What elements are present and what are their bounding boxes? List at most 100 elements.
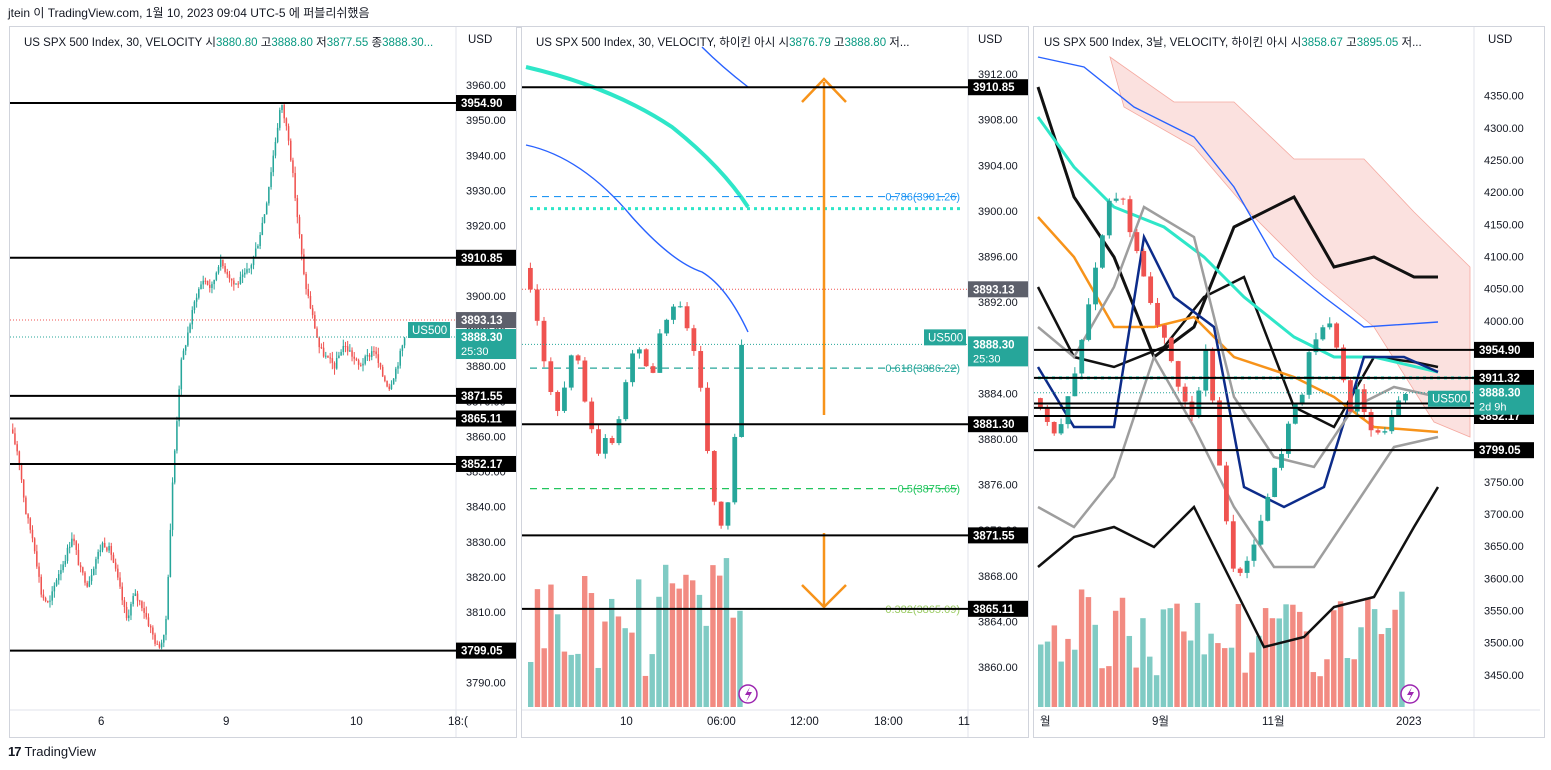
lower-band-line	[1037, 486, 1440, 649]
candle-body	[281, 104, 283, 111]
y-tick-label: 4150.00	[1484, 219, 1524, 231]
candle-body	[198, 289, 200, 298]
candle-body	[568, 355, 574, 388]
volume-bar	[1194, 602, 1201, 707]
legend-low: ...	[899, 37, 910, 49]
candle-body	[248, 268, 250, 270]
level-price-label: 3871.55	[973, 530, 1015, 542]
candle-body	[1100, 235, 1105, 268]
candle-body	[47, 601, 49, 603]
price-tag	[968, 336, 1028, 367]
candle-body	[698, 351, 704, 388]
candle-body	[349, 350, 351, 352]
orange-down-arrowhead	[801, 584, 847, 609]
footer-brand: TradingView	[24, 744, 97, 759]
candle-body	[141, 601, 143, 609]
candle-body	[335, 358, 338, 369]
candle-body	[375, 351, 377, 355]
candle-body	[732, 436, 738, 503]
candle-body	[555, 391, 561, 411]
x-tick-label: 12:00	[790, 716, 819, 728]
candle-body	[128, 615, 130, 619]
y-tick-label: 3830.00	[466, 537, 506, 549]
candle-body	[195, 297, 198, 302]
candle-body	[582, 360, 588, 402]
volume-bar	[602, 621, 608, 707]
volume-bar	[1072, 649, 1078, 707]
candle-body	[237, 283, 239, 285]
candle-body	[163, 634, 165, 643]
volume-bar	[683, 574, 689, 707]
chart-pane-1[interactable]: 3960.00 3950.00 3940.00 3930.00 3920.00 3910.…	[9, 26, 517, 738]
bollinger-lower-line	[1037, 353, 1439, 569]
candle-body	[156, 643, 158, 645]
candle-body	[399, 350, 401, 366]
chart-pane-2[interactable]: 3912.00 3908.00 3904.00 3900.00 3896.00 3892.…	[521, 26, 1029, 738]
candle-body	[228, 274, 231, 279]
candle-body	[1237, 568, 1243, 573]
candle-body	[1058, 424, 1064, 434]
candle-body	[257, 245, 259, 249]
chart-pane-3[interactable]: 4350.00 4300.00 4250.00 4200.00 4150.00 4100.…	[1033, 26, 1545, 738]
candle-body	[1155, 302, 1160, 326]
candle-body	[1079, 339, 1085, 374]
candle-body	[265, 203, 268, 215]
candle-body	[602, 438, 608, 454]
candle-body	[357, 360, 360, 365]
volume-bar	[1290, 604, 1296, 707]
legend-symbol: US SPX 500 Index, 3날, VELOCITY, 하이킨 아시	[1044, 37, 1288, 49]
y-tick-label: 3930.00	[466, 186, 506, 198]
candle-body	[338, 355, 340, 359]
candle-body	[171, 482, 174, 530]
candle-body	[1382, 431, 1388, 433]
publish-caption: jtein 이 TradingView.com, 1월 10, 2023 09:…	[8, 6, 370, 20]
candle-body	[381, 366, 384, 377]
level-price-label: 3799.05	[461, 646, 503, 658]
candle-body	[1051, 421, 1057, 434]
volume-bar	[1051, 625, 1058, 707]
volume-bar	[548, 584, 554, 707]
candle-body	[184, 345, 187, 351]
currency-label-3: USD	[1488, 34, 1513, 46]
volume-bar	[588, 593, 595, 707]
candle-body	[108, 546, 110, 551]
candle-body	[169, 529, 172, 577]
chart-svg-2: 3912.00 3908.00 3904.00 3900.00 3896.00 3892.…	[522, 27, 1028, 737]
candle-body	[270, 172, 272, 187]
level-price-tag	[968, 600, 1028, 617]
level-price-label: 3852.17	[461, 459, 503, 471]
candle-body	[112, 554, 115, 563]
volume-bar	[676, 588, 682, 707]
candle-body	[20, 464, 23, 480]
tradingview-footer[interactable]: 17 TradingView	[8, 744, 96, 759]
fib-level-label: 0.5(3875.65)	[898, 484, 960, 496]
candle-body	[322, 347, 325, 357]
candle-body	[303, 254, 305, 275]
candle-body	[182, 350, 185, 360]
moving-average-line	[1037, 56, 1439, 328]
volume-bar	[1106, 666, 1112, 707]
volume-bar	[1351, 659, 1357, 707]
candle-body	[307, 289, 310, 296]
y-tick-label: 3912.00	[978, 69, 1018, 81]
candle-body	[1148, 276, 1154, 303]
y-tick-label: 3880.00	[466, 361, 506, 373]
legend-2: US SPX 500 Index, 30, VELOCITY, 하이킨 아시 시…	[536, 34, 909, 50]
blue-ma-upper-line	[701, 46, 749, 88]
candle-body	[167, 576, 169, 620]
currency-label-2: USD	[978, 34, 1003, 46]
volume-bar	[1337, 601, 1344, 707]
candle-body	[206, 280, 209, 285]
candle-body	[88, 581, 91, 587]
level-price-label: 3799.05	[1479, 445, 1521, 457]
level-price-tag	[1474, 341, 1534, 358]
candle-body	[180, 359, 183, 390]
y-tick-label: 3700.00	[1484, 509, 1524, 521]
candle-body	[261, 222, 264, 235]
y-tick-label: 3860.00	[466, 431, 506, 443]
volume-bar	[1317, 676, 1323, 707]
legend-open: 3858.67	[1301, 37, 1343, 49]
volume-bar	[1385, 627, 1392, 707]
volume-bar	[1160, 609, 1167, 707]
candle-body	[239, 276, 242, 285]
